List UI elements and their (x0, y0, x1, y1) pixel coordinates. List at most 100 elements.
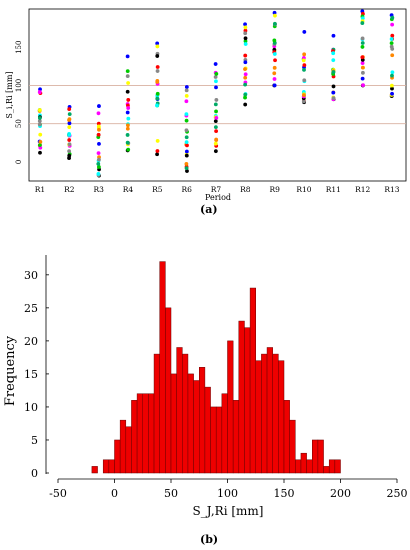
scatter-point (272, 10, 277, 15)
histogram-bar (153, 353, 160, 474)
scatter-point (214, 79, 218, 84)
scatter-point (67, 142, 72, 147)
y-axis-label: Frequency (3, 335, 18, 406)
scatter-point (125, 69, 130, 74)
scatter-point (302, 63, 307, 68)
x-tick-label: 200 (330, 487, 351, 500)
scatter-point (213, 102, 218, 107)
histogram-bar (306, 459, 313, 474)
histogram-bar (295, 459, 302, 474)
x-tick-label: 250 (387, 487, 408, 500)
scatter-point (126, 98, 131, 102)
x-tick-label: R8 (240, 185, 251, 194)
scatter-point (243, 72, 248, 77)
histogram-bar (221, 393, 228, 474)
scatter-point (96, 121, 101, 126)
scatter-point (213, 75, 218, 79)
scatter-points (37, 9, 395, 178)
scatter-point (155, 80, 160, 84)
histogram-bar (91, 466, 98, 474)
reference-lines (29, 85, 406, 125)
scatter-point (389, 83, 394, 88)
x-tick-label: R9 (269, 185, 280, 194)
scatter-point (389, 41, 394, 46)
scatter-point (243, 67, 247, 72)
histogram-bar (244, 327, 251, 474)
scatter-point (243, 22, 247, 27)
scatter-point (213, 119, 218, 124)
scatter-point (125, 74, 130, 78)
scatter-point (331, 58, 336, 63)
scatter-point (331, 51, 336, 56)
x-axis-ticks: R1 R2 R3 R4 R5 R6 R7 R8 R9 R10 R11 R12 R13 (35, 185, 400, 194)
scatter-point (390, 91, 394, 96)
scatter-point (37, 108, 42, 112)
scatter-point (360, 41, 365, 45)
histogram-bar (136, 393, 144, 474)
histogram-bar (142, 393, 149, 474)
histogram-bar (317, 439, 324, 474)
scatter-point (214, 129, 219, 134)
x-tick-label: R10 (296, 185, 311, 194)
scatter-point (360, 16, 365, 21)
scatter-point (184, 135, 189, 140)
scatter-point (213, 141, 218, 146)
scatter-point (331, 84, 336, 89)
scatter-point (273, 58, 277, 63)
scatter-point (213, 62, 218, 66)
scatter-point (302, 30, 307, 34)
histogram-bar (289, 419, 296, 474)
scatter-point (360, 36, 365, 41)
scatter-point (272, 38, 277, 43)
scatter-point (390, 22, 395, 27)
histogram-bar (204, 386, 211, 474)
scatter-point (331, 70, 336, 74)
scatter-point (184, 85, 189, 89)
scatter-point (155, 69, 160, 73)
scatter-point (125, 140, 130, 145)
histogram-bar (176, 347, 183, 474)
scatter-point (125, 126, 130, 131)
scatter-point (126, 81, 131, 85)
y-tick-label: 10 (24, 401, 38, 414)
histogram-bar (328, 459, 336, 474)
x-tick-label: 150 (274, 487, 295, 500)
scatter-point (243, 42, 248, 46)
histogram-bar (125, 426, 132, 474)
x-tick-label: R3 (93, 185, 104, 194)
histogram-bar (272, 353, 279, 474)
y-tick-label: 0 (31, 467, 38, 480)
scatter-point (390, 53, 395, 58)
scatter-point (184, 140, 189, 145)
scatter-point (67, 138, 72, 142)
scatter-point (243, 31, 248, 36)
histogram-bar (165, 307, 172, 474)
scatter-point (360, 76, 365, 81)
scatter-point (361, 70, 365, 75)
y-tick-label: 20 (24, 335, 38, 348)
scatter-point (184, 166, 189, 171)
scatter-point (272, 77, 277, 81)
scatter-point (273, 13, 277, 18)
scatter-point (360, 45, 365, 49)
histogram-bar (261, 353, 268, 474)
scatter-point (243, 36, 248, 41)
scatter-point (155, 41, 160, 46)
scatter-point (155, 96, 160, 101)
histogram-bar (170, 373, 177, 474)
x-tick-label: R7 (211, 185, 222, 194)
scatter-point (243, 39, 248, 44)
scatter-point (390, 86, 394, 91)
scatter-point (243, 60, 248, 65)
y-tick-label: 100 (15, 79, 23, 92)
y-tick-label: 15 (24, 368, 38, 381)
scatter-point (184, 112, 189, 117)
scatter-point (126, 106, 131, 110)
scatter-point (67, 133, 72, 137)
histogram-bar (215, 406, 223, 474)
scatter-point (184, 88, 189, 93)
scatter-point (125, 54, 130, 59)
scatter-point (389, 37, 394, 41)
scatter-point (38, 140, 43, 144)
y-axis-ticks: 0 5 10 15 20 25 30 (24, 269, 49, 480)
